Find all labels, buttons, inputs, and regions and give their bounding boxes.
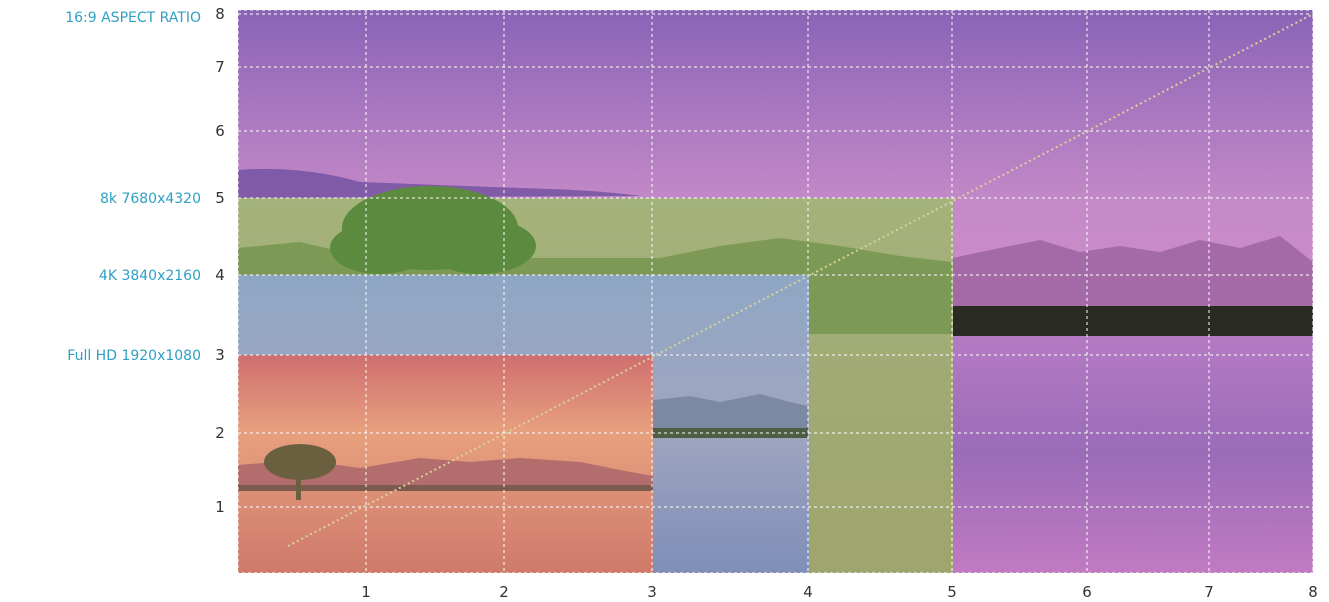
y-tick-2: 2 (215, 424, 225, 442)
x-tick-7: 7 (1204, 583, 1214, 601)
resolution-label-3: 8k 7680x4320 (100, 191, 201, 207)
plot-border (237, 9, 1314, 574)
y-tick-1: 1 (215, 498, 225, 516)
x-tick-4: 4 (803, 583, 813, 601)
lake-right (952, 335, 1313, 573)
grid-lines (237, 9, 1314, 574)
treeline-right (952, 306, 1313, 336)
chart-title: 16:9 ASPECT RATIO (65, 10, 201, 26)
mountains-hd (238, 458, 653, 490)
y-tick-6: 6 (215, 122, 225, 140)
treeline-hd (238, 485, 653, 491)
x-tick-6: 6 (1082, 583, 1092, 601)
x-tick-2: 2 (499, 583, 509, 601)
x-tick-1: 1 (361, 583, 371, 601)
resolution-label-2: 4K 3840x2160 (99, 268, 201, 284)
resolution-label-1: Full HD 1920x1080 (67, 348, 201, 364)
resolution-labels: Full HD 1920x1080 4K 3840x2160 8k 7680x432… (67, 191, 201, 364)
x-axis-ticks: 1 2 3 4 5 6 7 8 (361, 583, 1318, 601)
y-tick-7: 7 (215, 58, 225, 76)
cloud-band (238, 168, 640, 198)
x-tick-5: 5 (947, 583, 957, 601)
x-tick-3: 3 (647, 583, 657, 601)
x-tick-8: 8 (1308, 583, 1318, 601)
y-axis-ticks: 1 2 3 4 5 6 7 8 (215, 5, 225, 516)
y-tick-4: 4 (215, 266, 225, 284)
y-tick-3: 3 (215, 346, 225, 364)
y-tick-8: 8 (215, 5, 225, 23)
tree-hd (264, 444, 336, 500)
mountains-4k (653, 394, 808, 430)
tree-8k (330, 186, 536, 274)
y-tick-5: 5 (215, 189, 225, 207)
mountains-right (952, 236, 1313, 310)
